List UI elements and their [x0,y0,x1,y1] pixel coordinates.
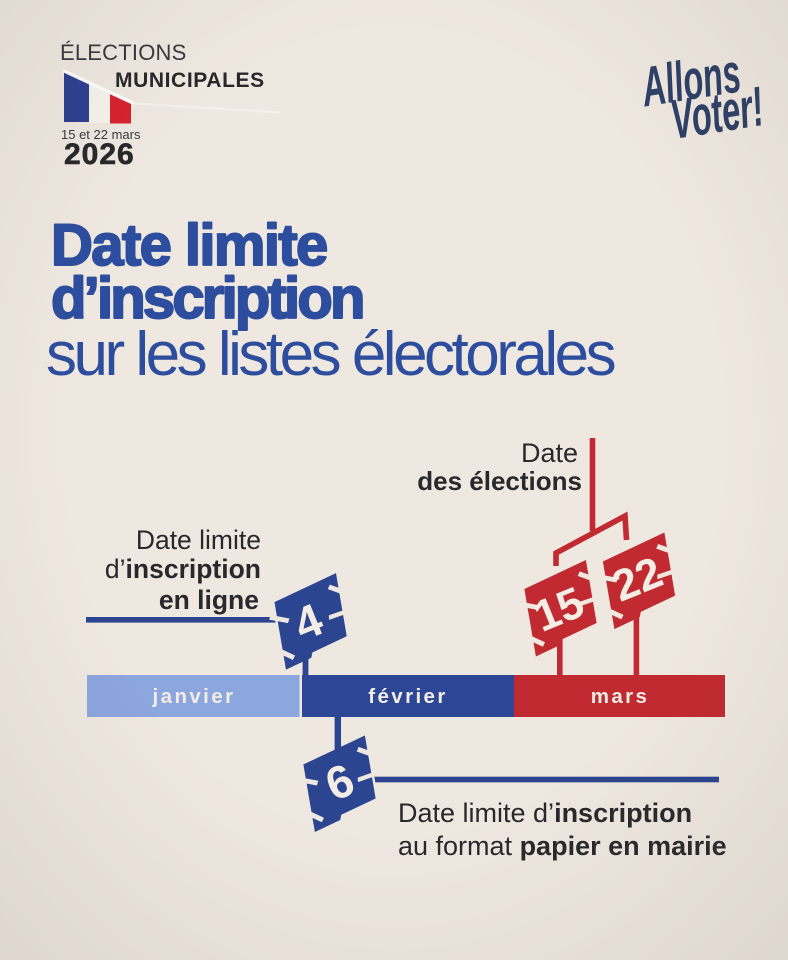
svg-text:Date limite: Date limite [51,213,327,278]
svg-text:Date: Date [521,438,578,468]
svg-text:Date limite d’inscription: Date limite d’inscription [398,798,692,828]
svg-text:en ligne: en ligne [159,585,259,615]
svg-text:février: février [368,685,447,708]
svg-text:janvier: janvier [152,685,236,708]
svg-text:d’inscription: d’inscription [105,554,261,584]
svg-text:ÉLECTIONS: ÉLECTIONS [60,40,187,65]
svg-text:des élections: des élections [417,466,582,496]
svg-text:MUNICIPALES: MUNICIPALES [115,69,265,92]
svg-text:Date limite: Date limite [136,525,261,555]
svg-text:Voter!: Voter! [666,75,767,151]
svg-text:sur les listes électorales: sur les listes électorales [46,320,615,389]
svg-text:15 et 22 mars: 15 et 22 mars [61,127,141,142]
svg-text:d’inscription: d’inscription [51,266,363,331]
svg-text:mars: mars [591,685,650,708]
svg-text:Allons: Allons [636,41,744,118]
svg-text:2026: 2026 [64,138,135,171]
svg-text:au format papier en mairie: au format papier en mairie [398,831,727,861]
